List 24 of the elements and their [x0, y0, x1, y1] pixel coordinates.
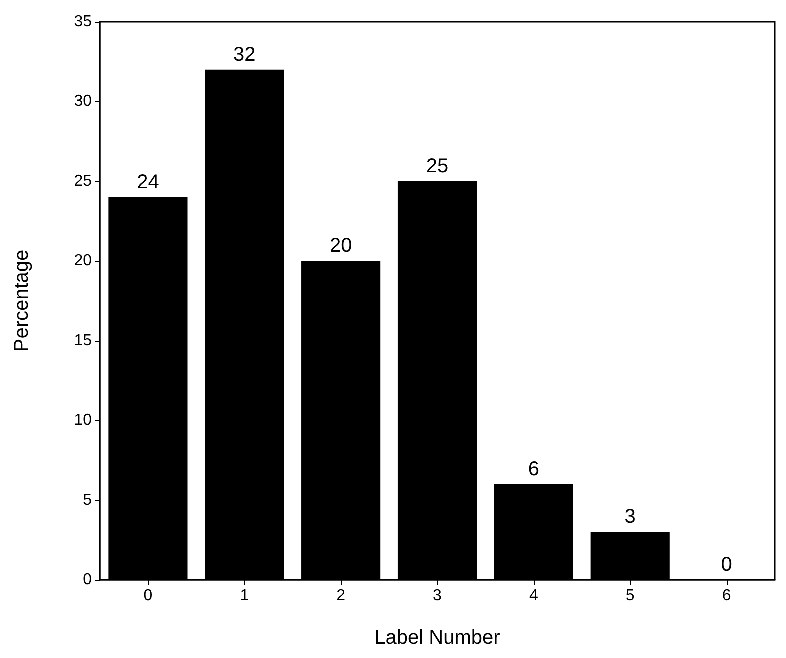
y-axis-title: Percentage [11, 250, 33, 352]
x-tick-label: 0 [144, 588, 153, 604]
y-tick-label: 0 [83, 572, 92, 588]
x-tick-label: 3 [433, 588, 442, 604]
y-tick-label: 30 [74, 93, 92, 110]
x-tick-label: 1 [240, 588, 250, 604]
y-tick-label: 5 [83, 492, 92, 509]
x-tick-label: 4 [529, 588, 538, 604]
x-tick-label: 5 [626, 588, 635, 604]
y-tick-label: 20 [74, 252, 92, 270]
x-tick-label: 6 [722, 588, 732, 604]
y-tick-label: 15 [74, 332, 92, 350]
data-label: 25 [426, 155, 449, 178]
x-axis-title: Label Number [374, 627, 501, 649]
data-label: 3 [624, 506, 636, 528]
y-tick-label: 35 [74, 14, 92, 30]
data-label: 32 [234, 44, 256, 66]
y-tick-label: 25 [74, 172, 92, 190]
data-label: 6 [528, 458, 540, 480]
data-label: 24 [137, 171, 160, 194]
y-tick-label: 10 [74, 412, 92, 430]
data-label: 0 [721, 554, 732, 576]
data-label: 20 [330, 235, 352, 258]
x-tick-label: 2 [336, 588, 346, 604]
